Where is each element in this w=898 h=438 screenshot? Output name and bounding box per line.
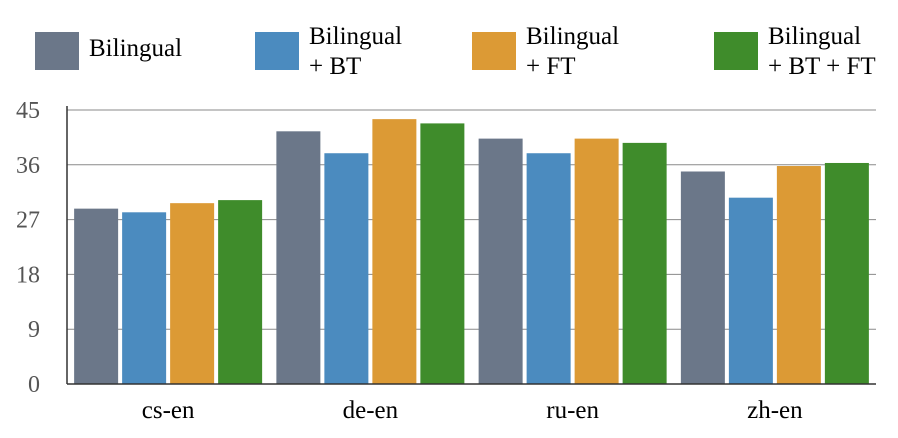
x-tick-label-ru-en: ru-en — [546, 397, 599, 424]
y-tick-label-9: 9 — [28, 317, 40, 343]
y-tick-label-0: 0 — [28, 372, 40, 398]
bar-de-en-bilingual-bt-ft — [420, 123, 465, 384]
legend-swatch-bilingual-ft — [472, 32, 516, 70]
chart-legend: Bilingual Bilingual + BT Bilingual + FT … — [0, 22, 898, 82]
bar-ru-en-bilingual-bt-ft — [622, 142, 667, 384]
y-tick-label-45: 45 — [16, 98, 40, 124]
x-tick-label-zh-en: zh-en — [747, 397, 803, 424]
bar-cs-en-bilingual-bt — [122, 212, 167, 384]
y-tick-label-36: 36 — [16, 153, 40, 179]
bar-de-en-bilingual — [276, 131, 321, 384]
bar-cs-en-bilingual — [74, 208, 119, 384]
bar-cs-en-bilingual-ft — [170, 203, 215, 384]
legend-swatch-bilingual-bt-ft — [714, 32, 758, 70]
legend-swatch-bilingual-bt — [255, 32, 299, 70]
legend-label-bilingual-bt: Bilingual + BT — [309, 23, 403, 80]
bar-zh-en-bilingual-bt-ft — [824, 162, 869, 384]
y-tick-label-18: 18 — [16, 262, 40, 288]
x-tick-label-de-en: de-en — [343, 397, 399, 424]
bar-zh-en-bilingual-bt — [728, 197, 773, 384]
bar-ru-en-bilingual-bt — [526, 153, 571, 384]
legend-label-bilingual-bt-ft: Bilingual + BT + FT — [768, 23, 876, 80]
y-tick-label-27: 27 — [16, 208, 40, 234]
legend-swatch-bilingual — [35, 32, 79, 70]
bar-cs-en-bilingual-bt-ft — [218, 200, 263, 384]
legend-item-bilingual-bt-ft: Bilingual + BT + FT — [714, 22, 876, 82]
bar-zh-en-bilingual — [680, 171, 725, 384]
legend-item-bilingual-bt: Bilingual + BT — [255, 22, 402, 82]
bar-ru-en-bilingual — [478, 138, 523, 384]
legend-item-bilingual-ft: Bilingual + FT — [472, 22, 619, 82]
bar-zh-en-bilingual-ft — [776, 166, 821, 384]
bar-de-en-bilingual-bt — [324, 153, 369, 384]
legend-item-bilingual: Bilingual — [35, 22, 182, 70]
x-tick-label-cs-en: cs-en — [142, 397, 195, 424]
bar-de-en-bilingual-ft — [372, 119, 417, 384]
legend-label-bilingual-ft: Bilingual + FT — [526, 23, 620, 80]
legend-label-bilingual: Bilingual — [89, 35, 183, 62]
bar-ru-en-bilingual-ft — [574, 138, 619, 384]
